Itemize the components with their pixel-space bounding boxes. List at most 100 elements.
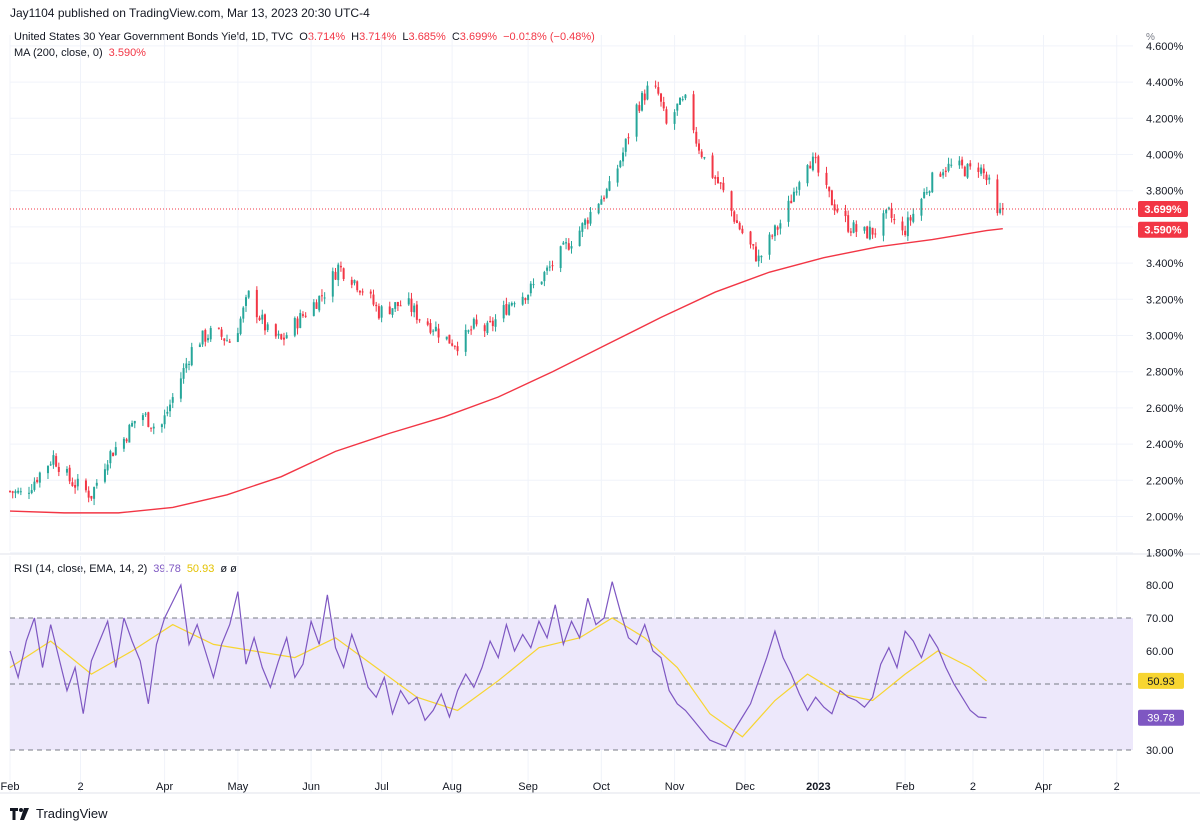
ma-line	[9, 228, 1003, 514]
candle-body	[293, 318, 296, 336]
candle-body	[52, 455, 55, 465]
candle-body	[885, 209, 888, 214]
candle-body	[312, 302, 315, 316]
candle	[369, 289, 372, 299]
price-tick-label: 2.200%	[1146, 475, 1184, 487]
candle-body	[171, 397, 174, 403]
candle-body	[722, 182, 725, 191]
candle-body	[969, 163, 972, 167]
candle	[714, 175, 717, 186]
candle	[923, 188, 926, 199]
candle	[643, 89, 646, 105]
candle-body	[226, 340, 229, 342]
candle	[247, 290, 250, 299]
candle-body	[95, 482, 98, 486]
candle-body	[486, 322, 489, 333]
candle	[71, 477, 74, 487]
candle	[160, 423, 163, 433]
candle	[17, 487, 20, 495]
candle-body	[296, 318, 299, 329]
time-tick-label: 2	[77, 781, 83, 793]
candle-body	[141, 415, 144, 421]
candle	[849, 228, 852, 237]
candle-body	[334, 271, 337, 280]
candle-body	[920, 198, 923, 216]
candle-body	[258, 317, 261, 321]
candle	[662, 96, 665, 112]
candle	[738, 221, 741, 231]
candle-body	[714, 176, 717, 179]
candle-body	[559, 246, 562, 269]
candle-body	[735, 220, 738, 224]
candle-body	[448, 334, 451, 344]
candle	[665, 106, 668, 125]
candle	[570, 241, 573, 254]
candle	[912, 208, 915, 224]
candle	[36, 477, 39, 484]
candle	[961, 156, 964, 169]
candle	[847, 210, 850, 234]
candle-body	[529, 283, 532, 294]
candle-body	[207, 338, 210, 341]
candle	[228, 338, 231, 343]
candle-body	[901, 221, 904, 231]
candle	[103, 463, 106, 484]
candle-body	[928, 191, 931, 193]
candle	[947, 157, 950, 173]
candle	[657, 81, 660, 96]
candle-body	[372, 294, 375, 305]
candle	[394, 301, 397, 313]
candle-body	[958, 160, 961, 166]
candle-body	[179, 378, 182, 399]
candle-body	[128, 424, 131, 443]
candle	[679, 97, 681, 105]
candle-body	[627, 137, 630, 139]
rsi-value: 39.78	[153, 563, 181, 575]
candle-body	[1001, 207, 1004, 210]
instrument-title[interactable]: United States 30 Year Government Bonds Y…	[14, 31, 294, 43]
candle-body	[57, 466, 60, 472]
candle	[616, 164, 619, 187]
candle-body	[93, 487, 96, 499]
tradingview-logo-icon	[10, 807, 29, 820]
candle	[904, 225, 907, 237]
candle	[505, 297, 508, 316]
candle-body	[589, 211, 592, 224]
candle-body	[87, 490, 90, 498]
tradingview-footer[interactable]: TradingView	[10, 806, 108, 821]
time-tick-label: Nov	[665, 781, 685, 793]
candle-body	[299, 313, 302, 328]
candle-body	[619, 161, 622, 167]
candle	[969, 160, 972, 170]
candle	[893, 214, 896, 225]
candle	[939, 171, 942, 178]
candle-body	[33, 481, 36, 490]
ohlc-high-value: 3.714%	[359, 31, 397, 43]
candle	[882, 210, 885, 242]
candle-body	[282, 337, 285, 340]
candle	[128, 423, 131, 443]
candle	[641, 91, 644, 112]
candle	[508, 302, 511, 316]
candle	[358, 290, 361, 296]
candle	[749, 230, 752, 249]
candle	[152, 423, 155, 435]
candle-body	[223, 338, 226, 341]
candle-body	[944, 170, 947, 173]
candle	[527, 294, 530, 304]
candle	[695, 126, 698, 147]
candle	[429, 319, 432, 335]
price-tick-label: 2.400%	[1146, 439, 1184, 451]
candle-body	[418, 319, 421, 321]
candle	[619, 160, 622, 169]
time-tick-label: May	[227, 781, 248, 793]
candle	[407, 292, 410, 306]
candle-body	[863, 226, 866, 231]
candle-body	[150, 427, 153, 429]
candle-body	[274, 324, 277, 337]
candle-body	[749, 231, 752, 245]
candle	[171, 393, 174, 409]
candle	[833, 199, 836, 215]
candle-body	[852, 222, 855, 233]
